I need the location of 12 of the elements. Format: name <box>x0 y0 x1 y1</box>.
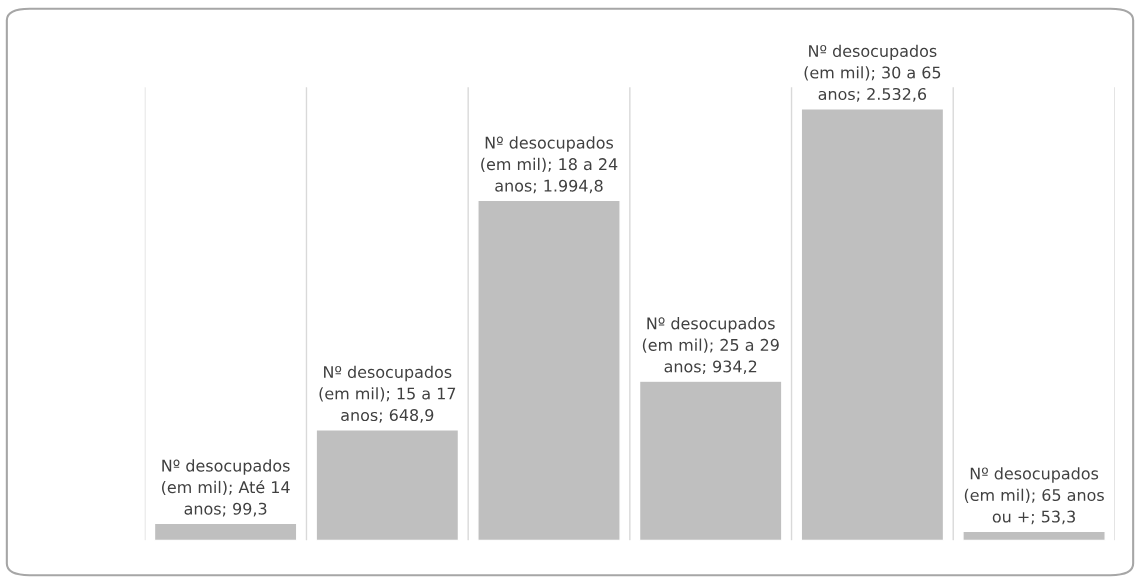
data-label: Nº desocupados (em mil); 65 anos ou +; 53,3 <box>964 467 1104 525</box>
data-label: Nº desocupados (em mil); 30 a 65 anos; 2.532,6 <box>804 44 941 102</box>
bar <box>800 108 945 541</box>
bar <box>315 429 460 541</box>
data-label: Nº desocupados (em mil); 25 a 29 anos; 934,2 <box>642 317 779 375</box>
data-label: Nº desocupados (em mil); Até 14 anos; 99,3 <box>162 459 290 517</box>
data-label: Nº desocupados (em mil); 18 a 24 anos; 1.994,8 <box>481 136 618 194</box>
bar <box>477 199 621 541</box>
bar <box>962 530 1106 541</box>
data-label: Nº desocupados (em mil); 15 a 17 anos; 648,9 <box>319 365 456 423</box>
bar <box>638 380 783 541</box>
bar <box>153 522 298 541</box>
